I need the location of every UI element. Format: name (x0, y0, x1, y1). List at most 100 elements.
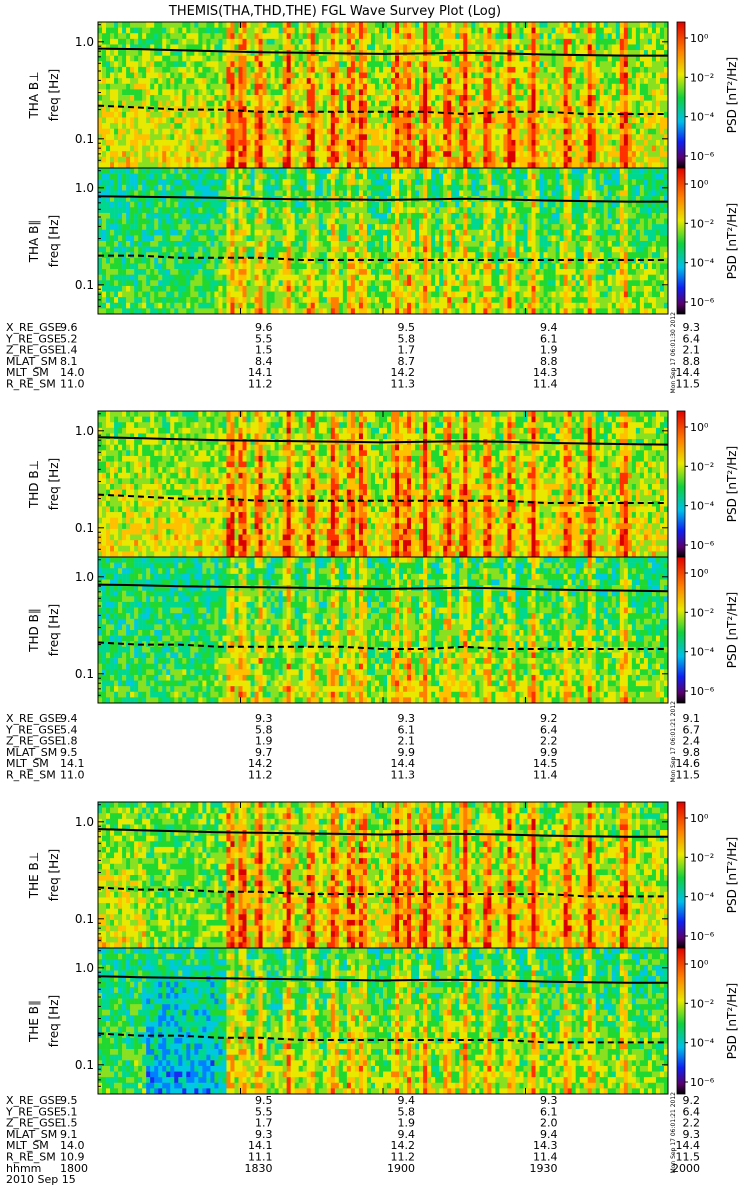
spectrogram-cell (210, 269, 215, 275)
spectrogram-cell (98, 61, 103, 68)
spectrogram-cell (519, 22, 524, 28)
spectrogram-cell (378, 44, 384, 51)
spectrogram-cell (126, 269, 131, 275)
spectrogram-cell (246, 72, 251, 79)
spectrogram-cell (599, 78, 605, 85)
spectrogram-cell (374, 139, 380, 146)
spectrogram-cell (487, 89, 492, 96)
spectrogram-cell (282, 229, 287, 236)
spectrogram-cell (479, 145, 484, 152)
spectrogram-cell (234, 66, 239, 73)
spectrogram-cell (647, 139, 653, 146)
spectrogram-cell (423, 134, 428, 141)
spectrogram-cell (471, 83, 476, 90)
spectrogram-cell (126, 201, 131, 208)
spectrogram-cell (126, 38, 131, 45)
spectrogram-cell (110, 95, 115, 101)
spectrogram-cell (154, 55, 159, 62)
spectrogram-cell (198, 257, 203, 264)
spectrogram-cell (643, 145, 649, 152)
spectrogram-cell (495, 156, 500, 163)
spectrogram-cell (463, 55, 468, 62)
spectrogram-cell (443, 123, 448, 129)
spectrogram-cell (451, 123, 456, 129)
spectrogram-cell (246, 66, 251, 73)
spectrogram-cell (399, 27, 404, 34)
spectrogram-cell (403, 100, 408, 107)
spectrogram-cell (515, 117, 520, 124)
spectrogram-cell (206, 196, 211, 202)
spectrogram-cell (587, 72, 593, 79)
spectrogram-cell (158, 252, 163, 259)
spectrogram-cell (411, 128, 416, 135)
spectrogram-cell (366, 27, 372, 34)
spectrogram-cell (170, 269, 175, 275)
spectrogram-cell (134, 111, 139, 118)
spectrogram-cell (547, 123, 552, 129)
spectrogram-cell (330, 151, 336, 158)
spectrogram-cell (250, 224, 255, 231)
spectrogram-cell (651, 117, 657, 124)
spectrogram-cell (326, 22, 332, 28)
spectrogram-cell (415, 66, 420, 73)
spectrogram-cell (142, 212, 147, 219)
spectrogram-cell (274, 151, 279, 158)
spectrogram-cell (286, 151, 291, 158)
spectrogram-cell (186, 212, 191, 219)
spectrogram-cell (218, 291, 223, 298)
spectrogram-cell (194, 168, 199, 174)
spectrogram-cell (158, 308, 163, 315)
spectrogram-cell (114, 123, 119, 129)
spectrogram-cell (282, 117, 287, 124)
spectrogram-cell (194, 50, 199, 56)
spectrogram-cell (198, 139, 203, 146)
spectrogram-cell (587, 55, 593, 62)
spectrogram-cell (579, 61, 584, 68)
spectrogram-cell (158, 78, 163, 85)
spectrogram-cell (314, 38, 320, 45)
spectrogram-cell (138, 38, 143, 45)
spectrogram-cell (118, 162, 123, 169)
spectrogram-cell (158, 291, 163, 298)
spectrogram-cell (495, 111, 500, 118)
spectrogram-cell (258, 179, 263, 186)
spectrogram-cell (138, 100, 143, 107)
spectrogram-cell (102, 241, 107, 247)
spectrogram-cell (146, 95, 151, 101)
spectrogram-cell (278, 61, 283, 68)
spectrogram-cell (547, 89, 552, 96)
spectrogram-cell (146, 89, 151, 96)
spectrogram-cell (290, 139, 295, 146)
spectrogram-cell (495, 33, 500, 40)
spectrogram-cell (258, 201, 263, 208)
spectrogram-cell (350, 83, 356, 90)
spectrogram-cell (114, 83, 119, 90)
spectrogram-cell (459, 162, 464, 169)
spectrogram-cell (238, 33, 243, 40)
spectrogram-cell (218, 201, 223, 208)
spectrogram-cell (467, 100, 472, 107)
spectrogram-cell (98, 241, 103, 247)
spectrogram-cell (535, 38, 540, 45)
spectrogram-cell (210, 162, 215, 169)
spectrogram-cell (266, 38, 271, 45)
spectrogram-cell (491, 151, 496, 158)
spectrogram-cell (407, 38, 412, 45)
spectrogram-cell (631, 139, 637, 146)
spectrogram-cell (106, 117, 111, 124)
spectrogram-cell (246, 308, 251, 315)
spectrogram-cell (154, 308, 159, 315)
spectrogram-cell (238, 83, 243, 90)
spectrogram-cell (102, 212, 107, 219)
spectrogram-cell (226, 50, 231, 56)
spectrogram-cell (503, 139, 508, 146)
spectrogram-cell (130, 218, 135, 225)
spectrogram-cell (366, 162, 372, 169)
spectrogram-cell (583, 55, 589, 62)
spectrogram-cell (182, 156, 187, 163)
spectrogram-cell (162, 297, 167, 304)
spectrogram-cell (102, 111, 107, 118)
spectrogram-cell (298, 61, 304, 68)
spectrogram-cell (455, 27, 460, 34)
spectrogram-cell (114, 173, 119, 180)
